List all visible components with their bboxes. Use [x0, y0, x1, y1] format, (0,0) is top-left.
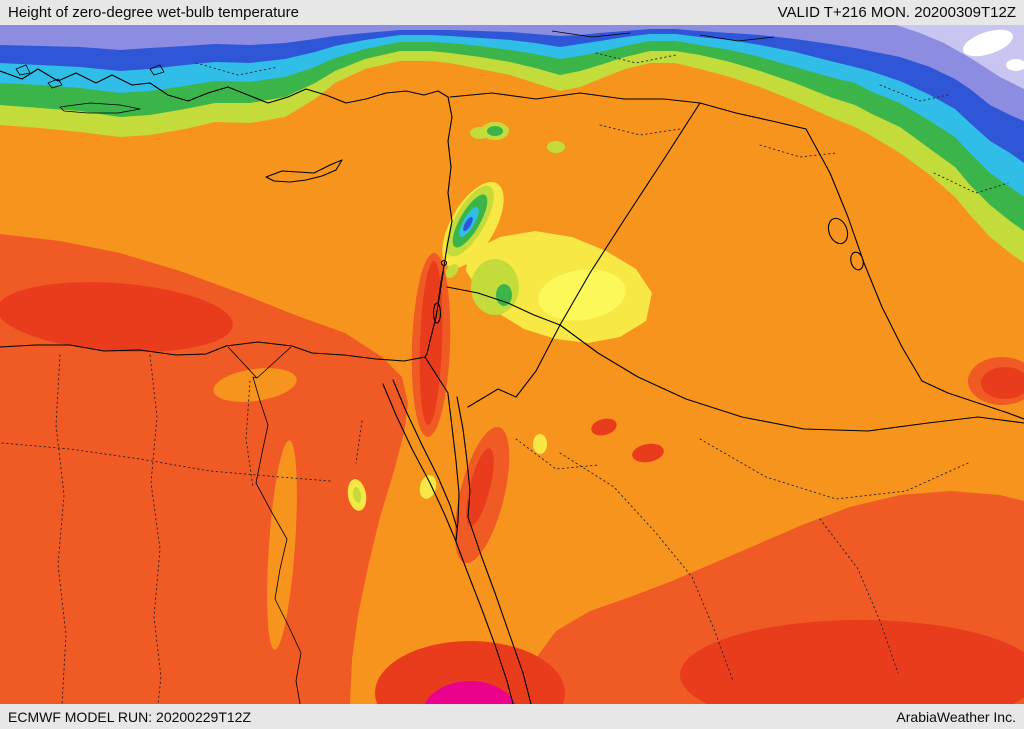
model-run-label: ECMWF MODEL RUN: 20200229T12Z	[8, 708, 251, 725]
map-title: Height of zero-degree wet-bulb temperatu…	[8, 4, 299, 21]
valid-time-label: VALID T+216 MON. 20200309T12Z	[777, 4, 1016, 21]
cold-band	[0, 25, 1024, 263]
header-bar: Height of zero-degree wet-bulb temperatu…	[0, 0, 1024, 25]
admin-borders-dotted	[1, 52, 1009, 704]
map-area	[0, 25, 1024, 704]
country-borders	[0, 30, 1024, 704]
brand-label: ArabiaWeather Inc.	[896, 708, 1016, 725]
footer-bar: ECMWF MODEL RUN: 20200229T12Z ArabiaWeat…	[0, 704, 1024, 729]
warm-base	[0, 25, 1024, 704]
weather-map	[0, 25, 1024, 704]
